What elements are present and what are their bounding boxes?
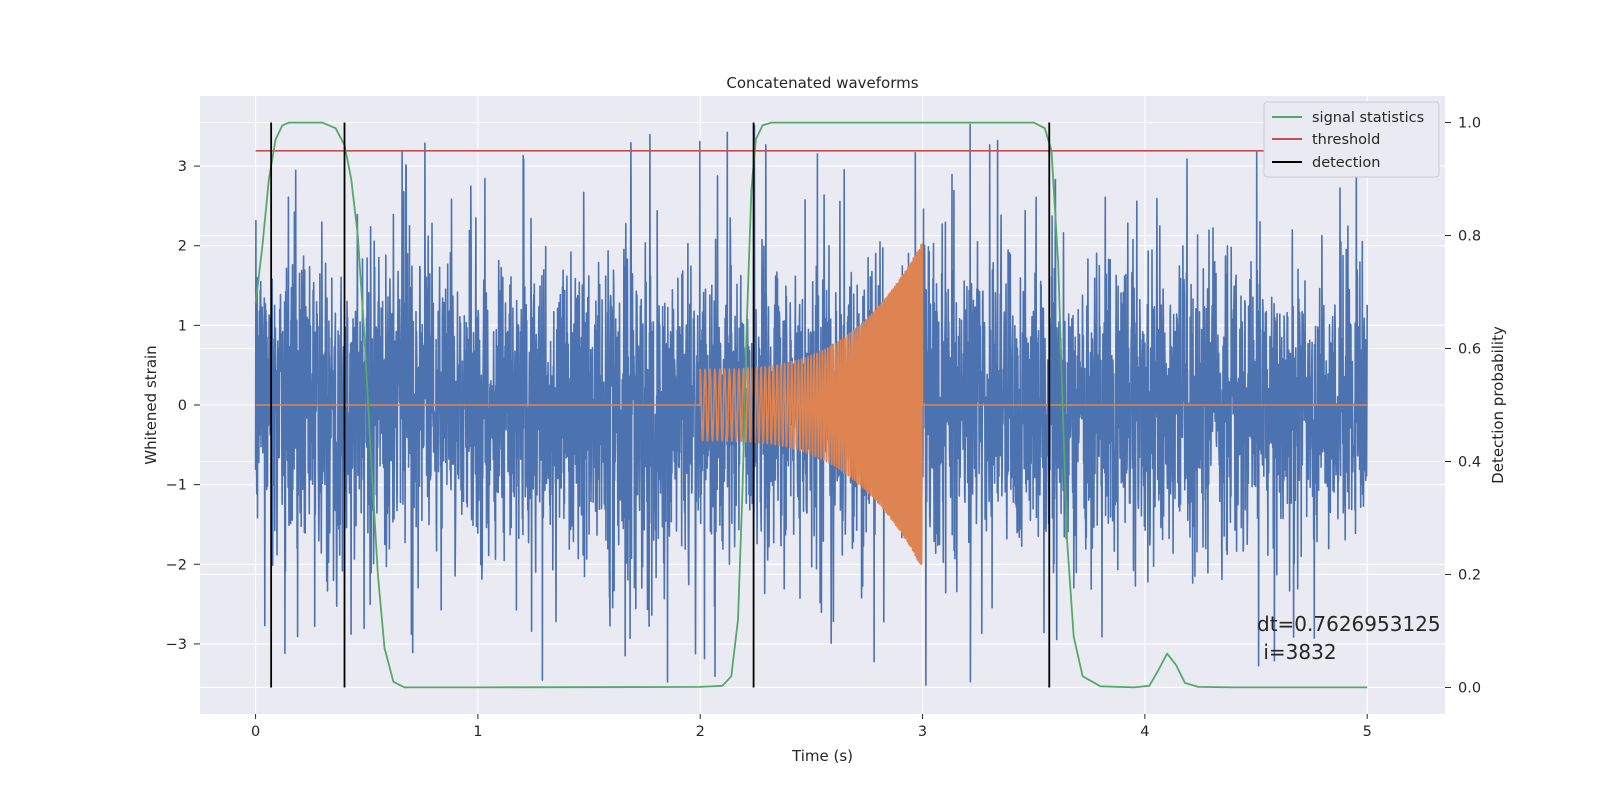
- y-right-tick-label: 0.6: [1458, 342, 1481, 358]
- y-left-tick-label: −3: [166, 637, 187, 653]
- x-tick-label: 4: [1140, 724, 1149, 740]
- legend-label-signal-statistics: signal statistics: [1312, 110, 1424, 126]
- y-right-tick-label: 0.2: [1458, 567, 1481, 583]
- x-tick-label: 3: [918, 724, 927, 740]
- axes-layer: 0 1 2 3 4 5 −3 −2 −1 0 1 2 3 0.0 0.2 0.4 0.6 0.8 1.0: [166, 116, 1481, 740]
- x-tick-label: 2: [696, 724, 705, 740]
- x-tick-label: 0: [251, 724, 260, 740]
- legend: signal statistics threshold detection: [1263, 101, 1440, 178]
- legend-box: [1263, 101, 1440, 178]
- y-axis-right-label: Detection probability: [1489, 326, 1507, 484]
- annotation-index: i=3832: [1257, 640, 1337, 664]
- y-left-tick-label: 2: [178, 239, 187, 255]
- noise-series-line: [254, 123, 1368, 686]
- annotation-dt: dt=0.7626953125: [1257, 612, 1441, 636]
- x-tick-label: 1: [473, 724, 482, 740]
- injected-signal-line: [255, 243, 1368, 565]
- legend-label-threshold: threshold: [1312, 132, 1380, 148]
- series-layer: [254, 121, 1368, 689]
- y-left-tick-label: −1: [166, 478, 187, 494]
- y-left-tick-label: 0: [178, 398, 187, 414]
- y-right-tick-label: 0.0: [1458, 680, 1481, 696]
- y-right-tick-label: 0.4: [1458, 454, 1481, 470]
- y-axis-left-label: Whitened strain: [142, 345, 160, 464]
- x-tick-label: 5: [1363, 724, 1372, 740]
- chart-title: Concatenated waveforms: [726, 74, 918, 92]
- y-left-tick-label: 3: [178, 159, 187, 175]
- x-axis-label: Time (s): [791, 747, 853, 765]
- y-left-tick-label: 1: [178, 318, 187, 334]
- signal-statistics-line: [254, 121, 1368, 689]
- y-left-tick-label: −2: [166, 557, 187, 573]
- y-right-tick-label: 1.0: [1458, 116, 1481, 132]
- legend-label-detection: detection: [1312, 155, 1380, 171]
- y-right-tick-label: 0.8: [1458, 229, 1481, 245]
